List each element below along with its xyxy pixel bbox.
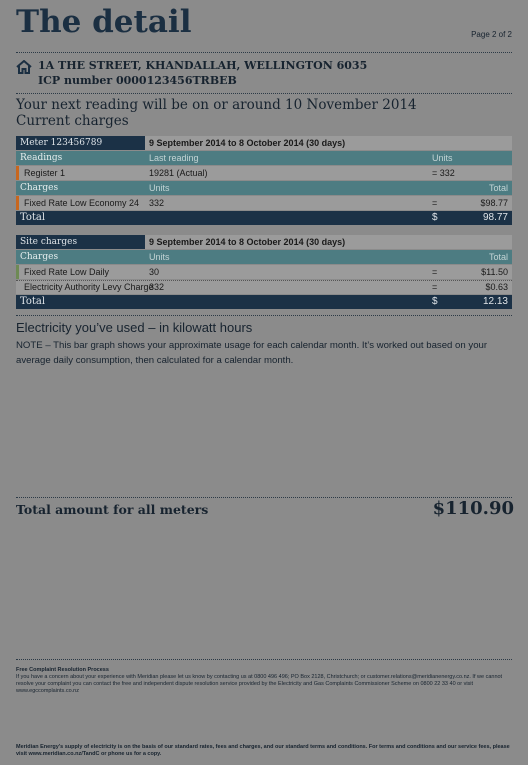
meter-title: Meter 123456789 <box>16 136 145 150</box>
row: Charges Units Total <box>16 250 512 264</box>
divider <box>16 93 512 94</box>
total-label: Total amount for all meters <box>16 502 209 517</box>
marker <box>16 196 19 210</box>
divider <box>16 497 512 498</box>
cell: Units <box>149 252 170 262</box>
cell: = <box>432 267 438 277</box>
row: Fixed Rate Low Daily 30 = $11.50 <box>16 265 512 279</box>
row: Register 1 19281 (Actual) = 332 <box>16 166 512 180</box>
cell: 332 <box>149 198 165 208</box>
complaint-title: Free Complaint Resolution Process <box>16 667 109 673</box>
page-number: Page 2 of 2 <box>471 30 512 39</box>
cell: Register 1 <box>24 168 66 178</box>
address: 1A THE STREET, KHANDALLAH, WELLINGTON 60… <box>38 59 368 72</box>
total-amount: $110.90 <box>432 498 514 519</box>
cell: = <box>432 198 438 208</box>
period: 9 September 2014 to 8 October 2014 (30 d… <box>149 138 346 148</box>
marker <box>16 166 19 180</box>
cell: Units <box>432 153 453 163</box>
cell: Charges <box>20 183 59 193</box>
cell: = 332 <box>432 168 455 178</box>
cell: Total <box>488 252 508 262</box>
cell: 332 <box>149 282 165 292</box>
cell: $ <box>432 212 438 223</box>
site-title: Site charges <box>16 235 145 249</box>
cell: $0.63 <box>485 282 508 292</box>
period: 9 September 2014 to 8 October 2014 (30 d… <box>149 237 346 247</box>
complaint-text: If you have a concern about your experie… <box>16 674 503 694</box>
cell: 98.77 <box>482 212 508 223</box>
cell: = <box>432 282 438 292</box>
row: Charges Units Total <box>16 181 512 195</box>
total-row: Total $ 98.77 <box>16 211 512 225</box>
cell: $ <box>432 296 438 307</box>
row: Readings Last reading Units <box>16 151 512 165</box>
marker <box>16 265 19 279</box>
cell: Charges <box>20 252 59 262</box>
usage-heading: Electricity you’ve used – in kilowatt ho… <box>16 320 253 335</box>
next-reading: Your next reading will be on or around 1… <box>16 97 417 113</box>
section-title: Current charges <box>16 113 129 129</box>
cell: Units <box>149 183 170 193</box>
cell: Readings <box>20 153 63 163</box>
cell: $98.77 <box>480 198 508 208</box>
row: Fixed Rate Low Economy 24 332 = $98.77 <box>16 196 512 210</box>
terms: Meridian Energy’s supply of electricity … <box>16 744 510 757</box>
divider <box>16 659 512 660</box>
cell: 30 <box>149 267 160 277</box>
divider <box>16 52 512 53</box>
table-header: Site charges 9 September 2014 to 8 Octob… <box>16 235 512 249</box>
cell: 12.13 <box>482 296 508 307</box>
cell: Fixed Rate Low Economy 24 <box>24 198 140 208</box>
row: Electricity Authority Levy Charge 332 = … <box>16 280 512 294</box>
divider <box>16 315 512 316</box>
total-row: Total $ 12.13 <box>16 295 512 309</box>
cell: Last reading <box>149 153 199 163</box>
cell: Fixed Rate Low Daily <box>24 267 110 277</box>
home-icon: UNITS140280420560700NOVDECJANFEBMARAPRMA… <box>16 60 32 74</box>
cell: 19281 (Actual) <box>149 168 208 178</box>
cell: $11.50 <box>481 267 508 277</box>
icp: ICP number 0000123456TRBEB <box>38 74 237 87</box>
cell: Total <box>488 183 508 193</box>
cell: Electricity Authority Levy Charge <box>24 282 154 292</box>
title: The detail <box>16 4 192 40</box>
usage-note: NOTE – This bar graph shows your approxi… <box>16 340 488 366</box>
cell: Total <box>20 212 46 223</box>
table-header: Meter 123456789 9 September 2014 to 8 Oc… <box>16 136 512 150</box>
cell: Total <box>20 296 46 307</box>
